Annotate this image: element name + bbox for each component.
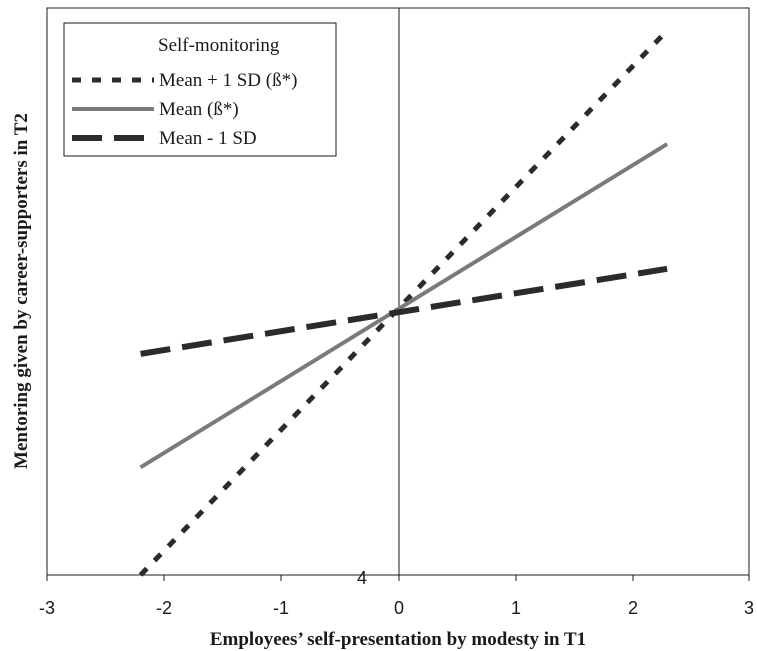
- legend-title: Self-monitoring: [158, 35, 280, 56]
- series-line-mean: [139, 142, 669, 469]
- series-line-mean-plus-1sd: [138, 28, 669, 577]
- x-tick-label: 3: [744, 598, 754, 618]
- x-axis-label: Employees’ self-presentation by modesty …: [210, 629, 586, 650]
- x-tick-label: -3: [39, 598, 55, 618]
- x-tick-label: 0: [394, 598, 404, 618]
- legend-box: [63, 22, 337, 157]
- y-tick-label: 4: [357, 568, 367, 588]
- series-layer: [138, 28, 669, 577]
- legend-label-mean: Mean (ß*): [159, 99, 239, 120]
- x-axis-ticks: -3 -2 -1 0 1 2 3: [39, 575, 754, 618]
- legend: Self-monitoring Mean + 1 SD (ß*) Mean (ß…: [63, 22, 337, 157]
- series-line-mean-minus-1sd: [140, 265, 668, 357]
- x-tick-label: -2: [156, 598, 172, 618]
- x-tick-label: -1: [273, 598, 289, 618]
- legend-label-mean-plus-1sd: Mean + 1 SD (ß*): [159, 70, 297, 91]
- x-tick-label: 1: [511, 598, 521, 618]
- x-tick-label: 2: [628, 598, 638, 618]
- y-axis-label: Mentoring given by career-supporters in …: [11, 113, 32, 469]
- legend-label-mean-minus-1sd: Mean - 1 SD: [159, 128, 257, 149]
